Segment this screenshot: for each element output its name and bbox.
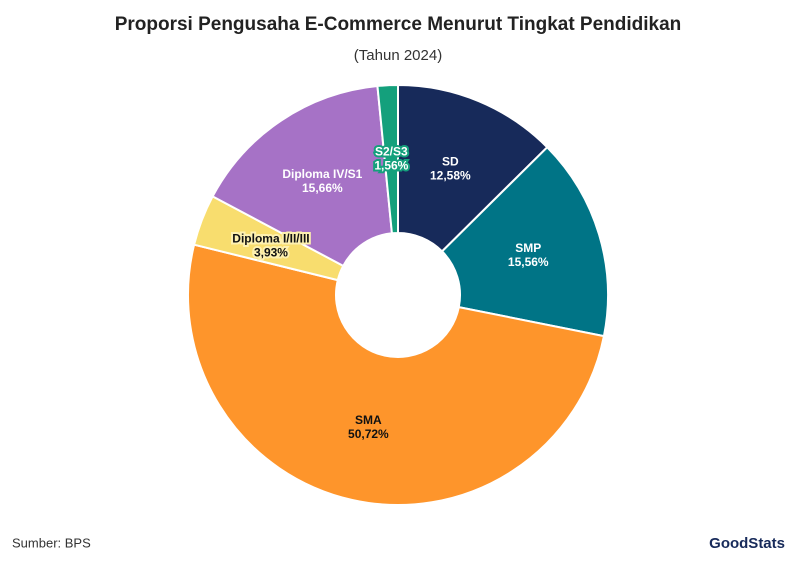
donut-slice <box>440 145 609 338</box>
chart-title: Proporsi Pengusaha E-Commerce Menurut Ti… <box>115 14 682 35</box>
slice-value-label: 15,66% <box>302 181 343 195</box>
slice-label: S2/S3 <box>375 144 408 158</box>
source: Sumber: BPS <box>12 535 91 550</box>
slice-label: SD <box>442 155 459 169</box>
donut-slice <box>187 243 606 506</box>
donut-slice <box>397 83 549 253</box>
slice-value-label: 50,72% <box>348 427 389 441</box>
slice-label: Diploma I/II/III <box>232 232 309 246</box>
brand-logo: GoodStats <box>709 535 785 552</box>
slice-value-label: 12,58% <box>430 169 471 183</box>
chart-subtitle: (Tahun 2024) <box>354 47 442 64</box>
slice-label: Diploma IV/S1 <box>282 167 362 181</box>
donut-slice <box>376 83 399 235</box>
donut-slice <box>211 84 394 268</box>
slice-value-label: 3,93% <box>254 246 288 260</box>
slice-label: SMP <box>515 241 541 255</box>
slice-value-label: 15,56% <box>508 255 549 269</box>
slice-value-label: 1,56% <box>374 158 408 172</box>
slice-label: SMA <box>355 413 382 427</box>
